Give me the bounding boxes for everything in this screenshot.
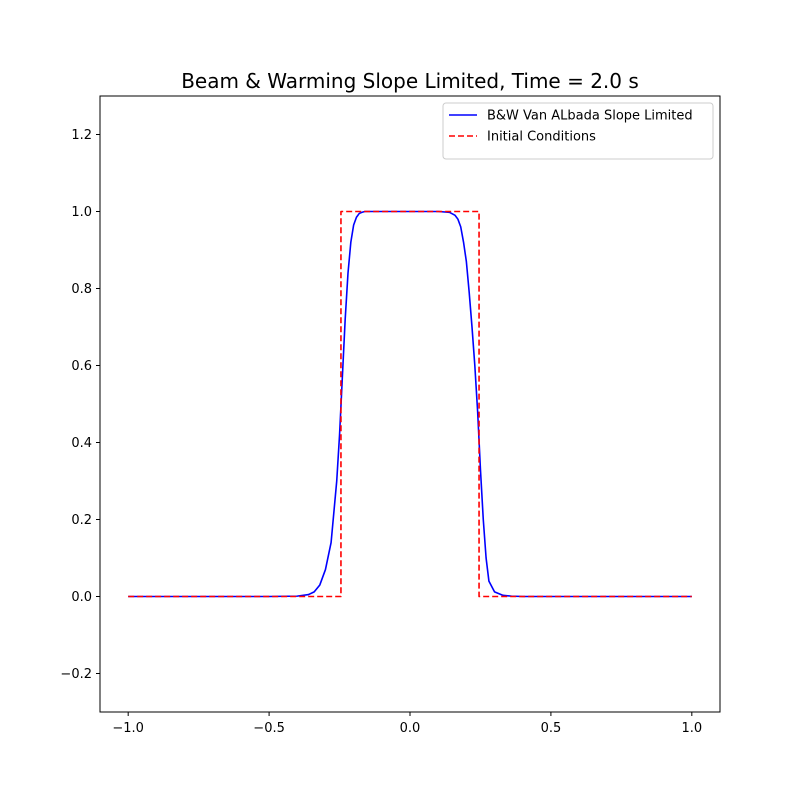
legend: B&W Van ALbada Slope Limited Initial Cond… <box>442 102 714 160</box>
y-tick-label: 1.2 <box>71 128 92 143</box>
y-tick-label: 0.8 <box>71 282 92 297</box>
legend-box <box>442 102 714 160</box>
legend-label: B&W Van ALbada Slope Limited <box>487 109 693 124</box>
y-axis: −0.2 0.0 0.2 0.4 0.6 0.8 1.0 1.2 <box>60 128 100 682</box>
y-tick-label: 0.4 <box>71 436 92 451</box>
x-axis: −1.0 −0.5 0.0 0.5 1.0 <box>112 712 702 736</box>
x-tick-label: −0.5 <box>253 721 285 736</box>
y-tick-label: −0.2 <box>60 667 92 682</box>
y-tick-label: 0.6 <box>71 359 92 374</box>
y-tick-label: 1.0 <box>71 205 92 220</box>
legend-label: Initial Conditions <box>487 130 596 145</box>
series-line-2 <box>128 210 692 598</box>
y-tick-label: 0.0 <box>71 590 92 605</box>
x-tick-label: 1.0 <box>681 721 702 736</box>
y-tick-label: 0.2 <box>71 513 92 528</box>
plot-frame <box>99 95 721 713</box>
x-tick-label: 0.0 <box>400 721 421 736</box>
chart-title: Beam & Warming Slope Limited, Time = 2.0… <box>181 69 639 93</box>
x-tick-label: 0.5 <box>541 721 562 736</box>
x-tick-label: −1.0 <box>112 721 144 736</box>
plot-area <box>128 210 692 598</box>
